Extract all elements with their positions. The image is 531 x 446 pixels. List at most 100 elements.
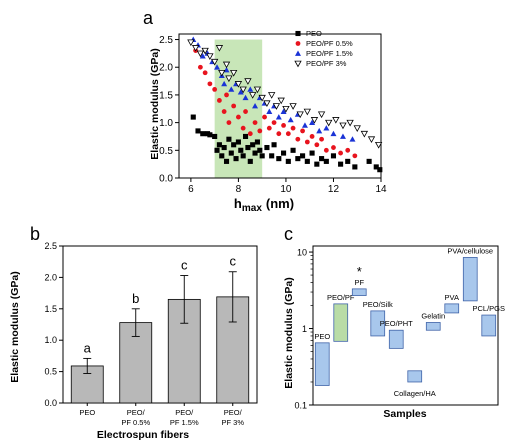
panel-a-y-axis-title: Elastic modulus (GPa) [149, 48, 161, 159]
data-point [199, 53, 206, 59]
data-point [223, 158, 230, 164]
significance-label: a [84, 340, 92, 355]
data-point [219, 153, 225, 159]
panel-c-x-axis-title: Samples [383, 408, 426, 420]
data-point [309, 119, 316, 126]
data-point [258, 94, 266, 102]
legend-marker [295, 41, 301, 46]
data-point [200, 131, 206, 137]
data-point [330, 153, 337, 159]
data-point [244, 78, 252, 85]
data-point [229, 69, 238, 77]
data-point [287, 116, 294, 123]
panel-c-plot-area: PEO PEO/PF PF* PEO/Silk PEO/PHT Collagen/HA Ge… [312, 245, 505, 406]
data-point [239, 86, 247, 94]
panel-b-y-axis-title: Elastic modulus (GPa) [9, 271, 21, 382]
y-tick-label: 0.1 [294, 401, 307, 411]
data-point [290, 125, 296, 131]
data-point [247, 131, 253, 137]
data-point [259, 153, 265, 159]
data-point [195, 128, 201, 134]
legend-marker [295, 50, 301, 56]
data-point [240, 125, 246, 131]
data-point [345, 158, 351, 164]
data-point [352, 153, 358, 159]
data-point [218, 69, 226, 77]
data-point [187, 39, 195, 47]
significance-label: c [230, 254, 237, 269]
series-1 [193, 48, 358, 159]
box-label: PEO [314, 332, 330, 341]
y-tick-label: 2.0 [44, 272, 57, 282]
data-point [196, 50, 205, 58]
data-point [221, 109, 227, 114]
category-label: PEO [79, 408, 95, 417]
data-point [360, 130, 369, 138]
data-point [238, 147, 244, 153]
data-point [277, 97, 285, 105]
data-point [224, 92, 229, 98]
box-label: PEO/PHT [380, 319, 413, 328]
data-point [212, 133, 218, 140]
panel-a-axes-frame [178, 33, 382, 179]
y-tick-label: 1.0 [44, 335, 57, 345]
x-tick-label: 6 [188, 184, 194, 195]
x-tick-label: 8 [236, 184, 242, 195]
data-point [332, 117, 340, 124]
data-point [295, 136, 301, 142]
data-point [296, 111, 304, 119]
data-point [250, 142, 256, 148]
data-point [225, 75, 233, 83]
x-tick-label: 14 [375, 184, 387, 195]
data-point [266, 125, 272, 131]
data-point [300, 153, 306, 159]
data-point [252, 103, 259, 109]
data-point [268, 92, 276, 99]
range-box [481, 314, 497, 337]
data-point [240, 153, 246, 159]
data-point [314, 142, 320, 148]
y-tick-label: 1.5 [44, 304, 57, 314]
data-point [374, 141, 383, 149]
data-point [339, 122, 347, 130]
data-point [253, 86, 262, 94]
data-point [377, 167, 383, 173]
data-point [263, 100, 271, 108]
y-tick-label: 0.0 [44, 398, 57, 408]
significance-label: c [181, 258, 188, 273]
y-tick-label: 2.5 [44, 241, 57, 251]
data-point [330, 130, 337, 137]
data-point [300, 128, 305, 134]
data-point [304, 139, 310, 145]
range-box [425, 322, 441, 331]
data-point [257, 128, 263, 134]
data-point [234, 81, 243, 88]
data-point [276, 156, 282, 162]
legend-label: PEO [306, 29, 322, 38]
legend-marker [294, 60, 302, 68]
panel-a-letter: a [143, 8, 154, 28]
range-box [462, 257, 478, 302]
data-point [221, 144, 227, 151]
data-point [366, 158, 372, 164]
series-0 [190, 114, 383, 173]
data-point [303, 108, 312, 116]
data-point [257, 147, 263, 153]
data-point [221, 80, 228, 87]
data-point [309, 150, 315, 156]
error-bar [180, 275, 189, 324]
data-point [201, 47, 209, 55]
data-point [236, 114, 241, 120]
data-point [228, 86, 235, 92]
data-point [212, 86, 218, 92]
category-label: PF 0.5% [121, 418, 150, 427]
y-tick-label: 10 [297, 248, 307, 258]
data-point [271, 142, 277, 148]
data-point [281, 150, 287, 156]
data-point [301, 122, 308, 128]
panel-a-x-axis-title-unit: (nm) [266, 196, 294, 211]
range-box [388, 329, 404, 349]
data-point [276, 131, 282, 137]
